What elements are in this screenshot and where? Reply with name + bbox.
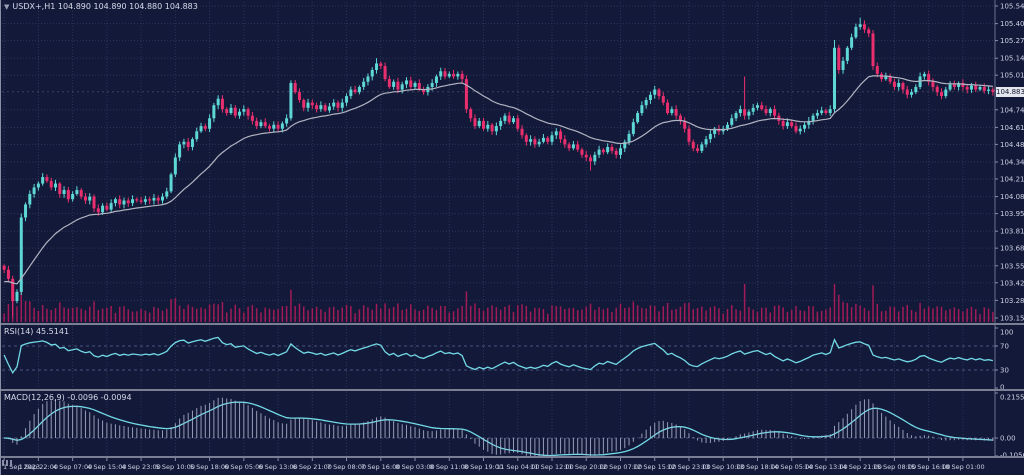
rsi-panel-layer — [2, 336, 995, 375]
h-scrollbar-indicator[interactable] — [2, 460, 14, 466]
svg-text:103.950: 103.950 — [1000, 210, 1024, 218]
chart-title[interactable]: ▼ USDX+,H1 104.890 104.890 104.880 104.88… — [4, 2, 198, 12]
macd-panel-layer — [2, 401, 995, 457]
time-axis-label: 7 Sep 08:00 — [327, 463, 366, 471]
time-axis-label: 12 Sep 07:00 — [599, 463, 642, 471]
time-axis-label: 6 Sep 05:00 — [224, 463, 263, 471]
svg-text:70: 70 — [1000, 343, 1009, 351]
svg-text:105.275: 105.275 — [1000, 37, 1024, 45]
time-axis-label: 14 Sep 21:00 — [838, 463, 881, 471]
time-axis-label: 6 Sep 21:00 — [293, 463, 332, 471]
time-axis-label: 7 Sep 16:00 — [361, 463, 400, 471]
macd-indicator-label: MACD(12,26,9) -0.0096 -0.0094 — [4, 393, 132, 402]
time-axis-label: 5 Sep 18:00 — [190, 463, 229, 471]
svg-text:103.285: 103.285 — [1000, 297, 1024, 305]
time-axis-label: 12 Sep 15:00 — [633, 463, 676, 471]
macd-signal-line — [4, 401, 993, 457]
symbol-period-label: USDX+,H1 — [12, 2, 56, 11]
time-axis-separator — [1, 456, 1024, 458]
svg-text:103.815: 103.815 — [1000, 228, 1024, 236]
current-price-tag: 104.883 — [996, 86, 1024, 97]
svg-text:0.2155: 0.2155 — [1000, 394, 1024, 402]
svg-text:105.140: 105.140 — [1000, 55, 1024, 63]
macd-histogram — [7, 397, 994, 456]
time-axis-label: 1 Sep 2023 — [3, 463, 40, 471]
time-axis-label: 14 Sep 13:00 — [804, 463, 847, 471]
svg-text:103.420: 103.420 — [1000, 279, 1024, 287]
time-axis-label: 4 Sep 23:00 — [121, 463, 160, 471]
symbol-dropdown-icon[interactable]: ▼ — [4, 3, 10, 11]
time-axis-label: 15 Sep 16:00 — [907, 463, 950, 471]
rsi-indicator-label: RSI(14) 45.5141 — [4, 327, 70, 336]
time-axis-label: 8 Sep 03:00 — [395, 463, 434, 471]
svg-text:104.480: 104.480 — [1000, 141, 1024, 149]
time-axis-label: 11 Sep 20:00 — [565, 463, 608, 471]
svg-text:30: 30 — [1000, 367, 1009, 375]
svg-text:104.610: 104.610 — [1000, 124, 1024, 132]
pane-resize-handle-macd[interactable] — [1, 389, 1024, 391]
volume-layer — [3, 284, 994, 322]
svg-text:104.215: 104.215 — [1000, 175, 1024, 183]
ohlc-values: 104.890 104.890 104.880 104.883 — [57, 2, 198, 11]
candles-layer — [2, 17, 995, 317]
ma-line — [4, 75, 993, 285]
time-axis-label: 14 Sep 05:00 — [770, 463, 813, 471]
svg-text:103.685: 103.685 — [1000, 245, 1024, 253]
svg-text:0.00: 0.00 — [1000, 435, 1016, 443]
time-axis-label: 13 Sep 18:00 — [736, 463, 779, 471]
time-axis-label: 4 Sep 07:00 — [53, 463, 92, 471]
svg-text:103.550: 103.550 — [1000, 262, 1024, 270]
time-axis-label: 1 Sep 22:00 — [19, 463, 58, 471]
svg-text:105.540: 105.540 — [1000, 3, 1024, 11]
time-axis-label: 5 Sep 10:00 — [156, 463, 195, 471]
time-axis-label: 4 Sep 15:00 — [87, 463, 126, 471]
svg-text:-0.1056: -0.1056 — [1000, 452, 1024, 460]
pane-resize-handle-rsi[interactable] — [1, 323, 1024, 325]
time-axis-label: 11 Sep 04:00 — [496, 463, 539, 471]
price-axis-labels[interactable]: 105.540 105.405 105.275 105.140 105.010 104.7… — [995, 3, 1024, 323]
svg-text:103.150: 103.150 — [1000, 315, 1024, 323]
svg-text:0: 0 — [1000, 384, 1004, 392]
svg-text:105.405: 105.405 — [1000, 20, 1024, 28]
svg-text:104.345: 104.345 — [1000, 159, 1024, 167]
rsi-axis-labels[interactable]: 100 70 30 0 — [995, 327, 1013, 392]
time-axis-label: 11 Sep 12:00 — [530, 463, 573, 471]
time-axis-label: 18 Sep 01:00 — [941, 463, 984, 471]
time-axis-label: 13 Sep 10:00 — [702, 463, 745, 471]
rsi-line — [3, 336, 994, 375]
svg-text:104.080: 104.080 — [1000, 193, 1024, 201]
time-axis-label: 8 Sep 19:00 — [464, 463, 503, 471]
time-axis-label: 6 Sep 13:00 — [258, 463, 297, 471]
svg-text:105.010: 105.010 — [1000, 72, 1024, 80]
time-axis-label: 8 Sep 11:00 — [430, 463, 469, 471]
svg-text:100: 100 — [1000, 329, 1013, 337]
time-axis-label: 15 Sep 08:00 — [873, 463, 916, 471]
time-axis-label: 12 Sep 23:00 — [667, 463, 710, 471]
svg-text:104.745: 104.745 — [1000, 106, 1024, 114]
